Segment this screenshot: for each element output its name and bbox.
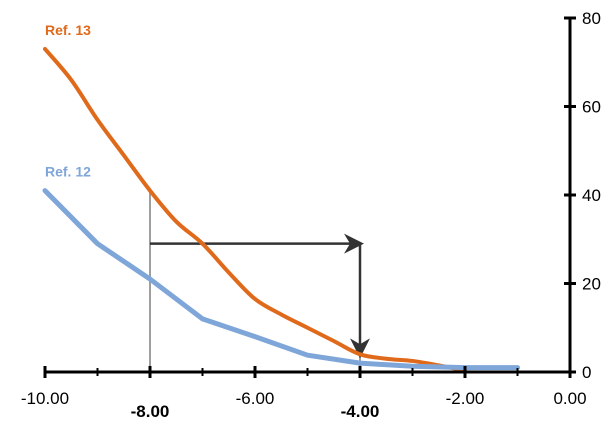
y-tick-label: 20 xyxy=(582,275,601,294)
x-tick-label: -2.00 xyxy=(446,389,485,408)
y-tick-label: 80 xyxy=(582,9,601,28)
axes-layer: -10.00 -8.00 -6.00 -4.00 -2.00 0.00 0 20 40 60 80 xyxy=(21,9,601,421)
series-label-ref-13: Ref. 13 xyxy=(45,22,91,38)
x-tick-label: 0.00 xyxy=(553,389,586,408)
x-tick-label: -10.00 xyxy=(21,389,69,408)
x-tick-label: -6.00 xyxy=(236,389,275,408)
y-tick-label: 0 xyxy=(582,363,591,382)
series-label-ref-12: Ref. 12 xyxy=(45,164,91,180)
annotation-layer xyxy=(149,190,370,372)
y-tick-label: 60 xyxy=(582,98,601,117)
series-line-ref-13 xyxy=(43,46,467,373)
series-line-ref-12 xyxy=(42,188,520,371)
x-tick-label: -8.00 xyxy=(131,402,170,421)
y-tick-label: 40 xyxy=(582,186,601,205)
series-layer: Ref. 13 Ref. 12 xyxy=(42,22,520,373)
x-tick-label: -4.00 xyxy=(341,402,380,421)
